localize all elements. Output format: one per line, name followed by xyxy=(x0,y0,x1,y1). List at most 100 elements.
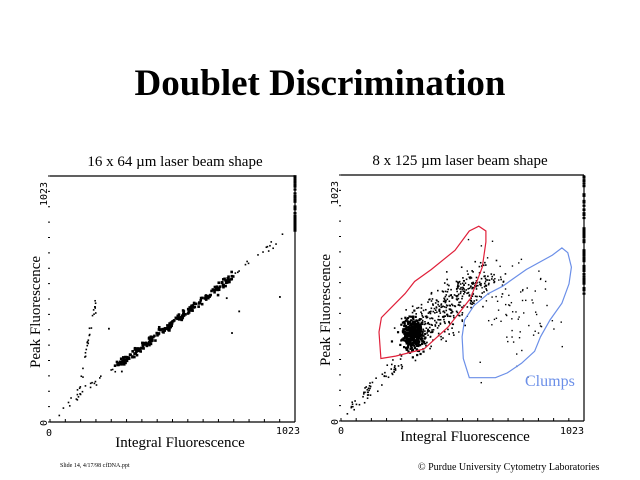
data-point xyxy=(407,337,410,341)
data-point xyxy=(582,249,586,252)
data-point xyxy=(429,347,431,350)
data-point xyxy=(159,328,162,331)
data-point xyxy=(479,361,481,363)
data-point xyxy=(168,323,172,327)
data-point xyxy=(582,287,586,290)
data-point xyxy=(407,328,410,330)
data-point xyxy=(451,323,454,325)
data-point xyxy=(354,400,356,402)
data-point xyxy=(484,284,487,287)
data-point xyxy=(422,350,425,353)
data-point xyxy=(144,341,148,345)
y-tick xyxy=(339,220,341,222)
data-point xyxy=(400,355,403,357)
data-point xyxy=(450,309,453,312)
data-point xyxy=(474,260,477,263)
data-point xyxy=(437,300,440,303)
data-point xyxy=(531,299,533,301)
data-point xyxy=(582,254,586,257)
data-point xyxy=(427,329,429,331)
copyright-notice: © Purdue University Cytometry Laboratori… xyxy=(418,462,600,473)
data-point xyxy=(121,360,124,364)
data-point xyxy=(450,312,452,314)
data-point xyxy=(221,278,225,281)
data-point xyxy=(400,323,403,326)
data-point xyxy=(467,283,470,286)
data-point xyxy=(416,338,420,341)
data-point xyxy=(471,283,474,285)
data-point xyxy=(428,298,431,301)
data-point xyxy=(436,311,438,314)
data-point xyxy=(501,284,504,286)
data-point xyxy=(368,389,370,392)
data-point xyxy=(279,296,281,298)
data-point xyxy=(400,317,403,320)
data-point xyxy=(197,302,201,305)
data-point xyxy=(518,262,520,264)
data-point xyxy=(408,340,411,343)
data-point xyxy=(76,389,79,391)
data-point xyxy=(414,325,416,328)
data-point xyxy=(406,342,410,345)
data-point xyxy=(118,364,120,367)
data-point xyxy=(456,285,459,288)
data-point xyxy=(436,327,439,329)
data-point xyxy=(434,309,437,312)
data-point xyxy=(439,323,442,325)
data-point xyxy=(463,284,465,286)
data-point xyxy=(582,251,586,254)
data-point xyxy=(475,285,477,288)
data-point xyxy=(442,310,444,313)
data-point xyxy=(443,282,446,284)
data-point xyxy=(405,340,408,343)
data-point xyxy=(551,320,554,322)
data-point xyxy=(184,313,187,316)
data-point xyxy=(405,326,409,329)
data-point xyxy=(470,277,473,279)
data-point xyxy=(483,285,486,288)
data-point xyxy=(508,304,510,306)
data-point xyxy=(451,297,454,299)
data-point xyxy=(560,321,562,323)
data-point xyxy=(293,198,297,202)
data-point xyxy=(120,370,123,373)
data-point xyxy=(67,401,70,404)
data-point xyxy=(462,287,465,290)
data-point xyxy=(491,278,493,280)
data-point xyxy=(467,291,470,294)
data-point xyxy=(418,323,420,326)
y-tick xyxy=(48,390,50,392)
data-point xyxy=(451,304,454,307)
data-point xyxy=(217,288,221,292)
data-point xyxy=(161,330,165,334)
data-point xyxy=(406,317,410,320)
data-point xyxy=(393,368,395,371)
data-point xyxy=(582,266,586,270)
data-point xyxy=(429,335,432,338)
data-point xyxy=(403,335,407,338)
data-point xyxy=(420,312,423,315)
data-point xyxy=(430,307,433,310)
data-point xyxy=(457,297,460,300)
data-point xyxy=(414,339,417,342)
left-y-tick-max: 1023 xyxy=(39,182,50,206)
data-point xyxy=(495,317,498,319)
data-point xyxy=(212,288,216,292)
data-point xyxy=(293,228,297,231)
data-point xyxy=(419,331,421,334)
data-point xyxy=(446,314,449,317)
data-point xyxy=(480,381,482,384)
data-point xyxy=(493,273,495,276)
data-point xyxy=(293,185,297,188)
data-point xyxy=(86,341,88,344)
data-point xyxy=(478,281,481,284)
right-x-tick-max: 1023 xyxy=(560,426,584,437)
data-point xyxy=(411,332,414,335)
data-point xyxy=(443,311,446,314)
data-point xyxy=(521,299,524,302)
data-point xyxy=(436,299,438,302)
data-point xyxy=(226,277,230,280)
data-point xyxy=(415,342,418,345)
data-point xyxy=(506,336,508,338)
data-point xyxy=(423,323,426,326)
